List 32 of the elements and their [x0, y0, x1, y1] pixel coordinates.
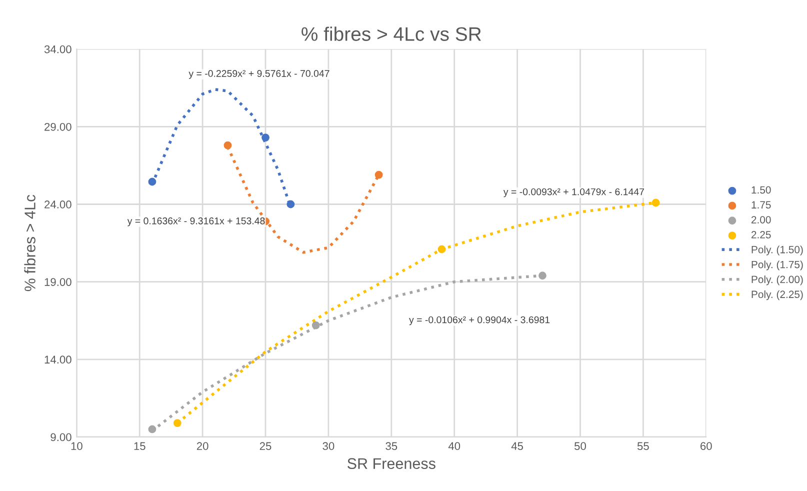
y-tick-label: 24.00 — [44, 200, 72, 208]
annotation: y = 0.1636x² - 9.3161x + 153.48 — [127, 217, 265, 226]
y-tick-label: 9.00 — [50, 433, 72, 442]
legend-label: Poly. (2.25) — [752, 290, 803, 300]
y-tick-label: 14.00 — [44, 356, 72, 364]
legend-label: Poly. (2.00) — [752, 275, 803, 286]
y-axis-title: % fibres > 4Lc — [24, 194, 36, 292]
x-tick-label: 55 — [637, 442, 649, 450]
x-tick-label: 35 — [386, 442, 398, 450]
annotation: y = -0.2259x² + 9.5761x - 70.047 — [188, 70, 330, 79]
y-tick-label: 34.00 — [44, 45, 72, 54]
x-tick-label: 60 — [700, 442, 712, 450]
x-axis-title: SR Freeness — [348, 458, 436, 469]
legend-label: Poly. (1.75) — [752, 260, 803, 270]
x-tick-label: 50 — [574, 442, 586, 450]
legend-label: 2.00 — [751, 216, 771, 224]
chart-title: % fibres > 4Lc vs SR — [302, 26, 481, 41]
x-tick-label: 10 — [71, 442, 82, 450]
legend-label: Poly. (1.50) — [752, 246, 803, 256]
legend-label: 1.50 — [752, 186, 771, 194]
x-tick-label: 25 — [260, 442, 272, 450]
y-tick-label: 19.00 — [44, 278, 72, 286]
x-tick-label: 40 — [448, 442, 460, 450]
annotation: y = -0.0093x² + 1.0479x - 6.1447 — [503, 188, 644, 198]
x-tick-label: 30 — [322, 442, 334, 450]
x-tick-label: 20 — [196, 442, 208, 450]
legend-label: 1.75 — [752, 201, 771, 209]
y-tick-label: 29.00 — [44, 122, 72, 131]
x-tick-label: 45 — [511, 442, 523, 450]
legend-label: 2.25 — [751, 231, 771, 238]
x-tick-label: 15 — [134, 442, 146, 450]
annotation: y = -0.0106x² + 0.9904x - 3.6981 — [409, 316, 550, 326]
